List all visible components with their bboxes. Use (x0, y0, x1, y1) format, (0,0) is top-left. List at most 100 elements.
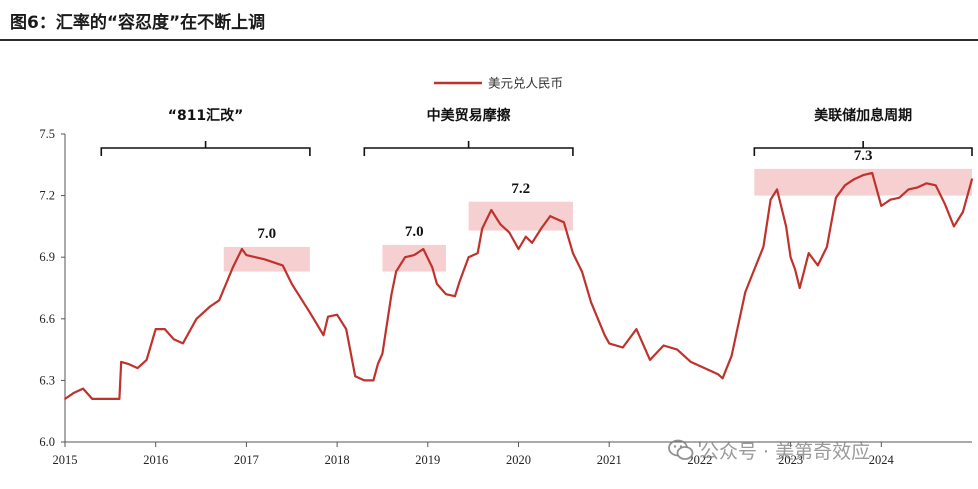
watermark-text: 公众号 · 美第奇效应 (700, 441, 871, 463)
x-tick-label: 2018 (325, 453, 350, 467)
data-point (898, 196, 901, 199)
data-point (776, 188, 778, 191)
data-point (490, 209, 493, 211)
data-point (118, 397, 121, 400)
data-point (794, 268, 797, 271)
data-point (925, 182, 928, 185)
data-point (744, 291, 747, 294)
data-point (345, 328, 348, 330)
data-point (136, 367, 139, 369)
data-point (934, 184, 937, 187)
data-point (853, 178, 855, 181)
data-point (553, 217, 556, 220)
data-point (608, 342, 611, 345)
data-point (971, 178, 973, 181)
data-point (372, 379, 375, 382)
data-point (871, 172, 874, 174)
period-bracket-1 (363, 141, 574, 156)
data-point (844, 184, 846, 187)
data-point (163, 328, 166, 330)
data-point (699, 365, 701, 367)
level-band-2 (468, 201, 573, 231)
data-point (327, 315, 329, 318)
data-point (377, 363, 379, 365)
data-point (943, 202, 946, 205)
period-label-1: 中美贸易摩擦 (427, 107, 511, 124)
data-point (245, 254, 248, 257)
data-point (603, 334, 606, 337)
data-point (82, 387, 85, 390)
data-point (952, 225, 955, 228)
x-tick-label: 2016 (143, 453, 168, 467)
data-point (807, 252, 810, 254)
legend-label: 美元兑人民币 (488, 76, 563, 91)
data-point (435, 282, 438, 285)
data-point (962, 211, 964, 213)
data-point (390, 293, 393, 296)
watermark: 公众号 · 美第奇效应 (668, 437, 870, 466)
data-point (404, 256, 407, 259)
data-point (721, 377, 724, 380)
period-label-0: “811汇改” (168, 107, 244, 124)
data-point (290, 282, 293, 285)
series-lines (64, 171, 974, 400)
level-label-2: 7.2 (511, 181, 530, 197)
data-point (154, 328, 157, 330)
data-point (381, 352, 384, 355)
data-point (816, 264, 819, 267)
data-point (231, 266, 234, 269)
data-point (549, 215, 552, 218)
data-point (363, 379, 366, 382)
data-point (717, 373, 719, 376)
data-point (240, 248, 243, 250)
data-point (336, 313, 338, 316)
series-line-0 (64, 171, 974, 400)
data-point (762, 246, 765, 248)
data-point (395, 270, 397, 273)
data-point (445, 293, 447, 296)
data-point (73, 391, 75, 394)
data-point (635, 328, 638, 330)
data-point (798, 287, 801, 289)
data-point (172, 338, 175, 341)
data-point (413, 254, 416, 257)
x-tick-label: 2023 (778, 453, 803, 467)
data-point (209, 305, 212, 308)
data-point (458, 280, 461, 283)
data-point (916, 186, 919, 189)
x-tick-label: 2015 (53, 453, 78, 467)
x-tick-label: 2020 (506, 453, 531, 467)
level-band-1 (382, 244, 446, 272)
data-point (454, 295, 456, 298)
y-tick-label: 6.0 (39, 435, 55, 449)
y-tick-label: 7.5 (39, 127, 55, 141)
x-tick-label: 2022 (687, 453, 712, 467)
data-point (308, 311, 311, 314)
data-point (517, 248, 520, 250)
period-bracket-2 (753, 141, 973, 156)
axes: 6.0 6.3 6.6 6.9 7.2 7.5 2015 2016 2017 2018 2019 20… (39, 127, 972, 467)
period-bracket-0 (100, 141, 311, 156)
data-point (281, 264, 284, 267)
data-point (540, 227, 543, 230)
data-point (572, 252, 574, 254)
level-band-3 (754, 168, 972, 196)
data-point (127, 363, 130, 365)
data-point (120, 361, 123, 363)
data-point (789, 256, 792, 259)
data-point (467, 256, 470, 259)
y-tick-label: 7.2 (39, 189, 55, 203)
y-tick-label: 6.3 (39, 373, 55, 387)
data-point (113, 397, 116, 400)
highlight-bands (223, 168, 972, 272)
data-point (689, 361, 692, 363)
period-label-2: 美联储加息周期 (814, 107, 912, 124)
data-point (708, 369, 710, 372)
data-point (889, 198, 892, 201)
data-point (91, 397, 94, 400)
annotations: 7.0 7.0 7.2 7.3 “811汇改” 中美贸易摩擦 美联储加息周期 (100, 107, 973, 242)
data-point (880, 204, 883, 207)
data-point (862, 174, 865, 176)
data-point (662, 344, 665, 347)
title-divider (0, 39, 978, 41)
